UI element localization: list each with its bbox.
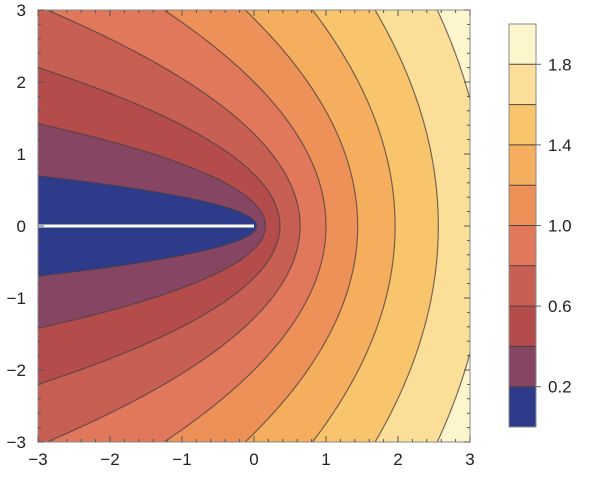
colorbar-swatch (509, 306, 536, 347)
contour-line (162, 10, 327, 442)
y-tick-label: 2 (17, 73, 26, 92)
colorbar-swatch (509, 185, 536, 226)
colorbar-tick-label: 0.6 (548, 297, 572, 316)
x-tick-label: −1 (172, 450, 191, 469)
y-tick-label: −3 (7, 433, 26, 452)
colorbar-swatch (509, 144, 536, 186)
y-tick-label: 1 (17, 145, 26, 164)
contour-line (374, 10, 439, 442)
contour-line (38, 123, 267, 329)
x-tick-label: 1 (321, 450, 330, 469)
y-tick-label: −2 (7, 361, 26, 380)
colorbar-tick-label: 1.0 (548, 217, 572, 236)
colorbar-tick-label: 1.8 (548, 55, 572, 74)
colorbar-legend: 0.2 0.6 1.0 1.4 1.8 (508, 23, 572, 428)
y-tick-label: −1 (7, 289, 26, 308)
colorbar-tick-label: 1.4 (548, 136, 572, 155)
x-tick-label: −3 (28, 450, 47, 469)
contour-line (45, 10, 301, 442)
contour-line (311, 10, 396, 442)
x-tick-label: 3 (465, 450, 474, 469)
x-tick-label: 0 (249, 450, 258, 469)
x-tick-label: −2 (100, 450, 119, 469)
colorbar-swatch (509, 104, 536, 145)
contour-line (38, 175, 258, 277)
colorbar-swatch (509, 346, 536, 387)
colorbar-tick-label: 0.2 (548, 378, 572, 397)
y-tick-label: 0 (17, 217, 26, 236)
x-tick-label: 2 (393, 450, 402, 469)
contour-line (244, 10, 359, 442)
colorbar-swatch (509, 386, 536, 427)
plot-area: −3 −2 −1 0 1 2 3 −3 −2 −1 0 1 2 3 (7, 1, 475, 469)
colorbar-swatch (509, 64, 536, 105)
contour-line (38, 66, 281, 386)
contour-line (436, 10, 470, 442)
colorbar-swatch (509, 225, 536, 266)
colorbar-swatch (509, 24, 536, 65)
colorbar-swatch (509, 265, 536, 307)
y-tick-label: 3 (17, 1, 26, 20)
